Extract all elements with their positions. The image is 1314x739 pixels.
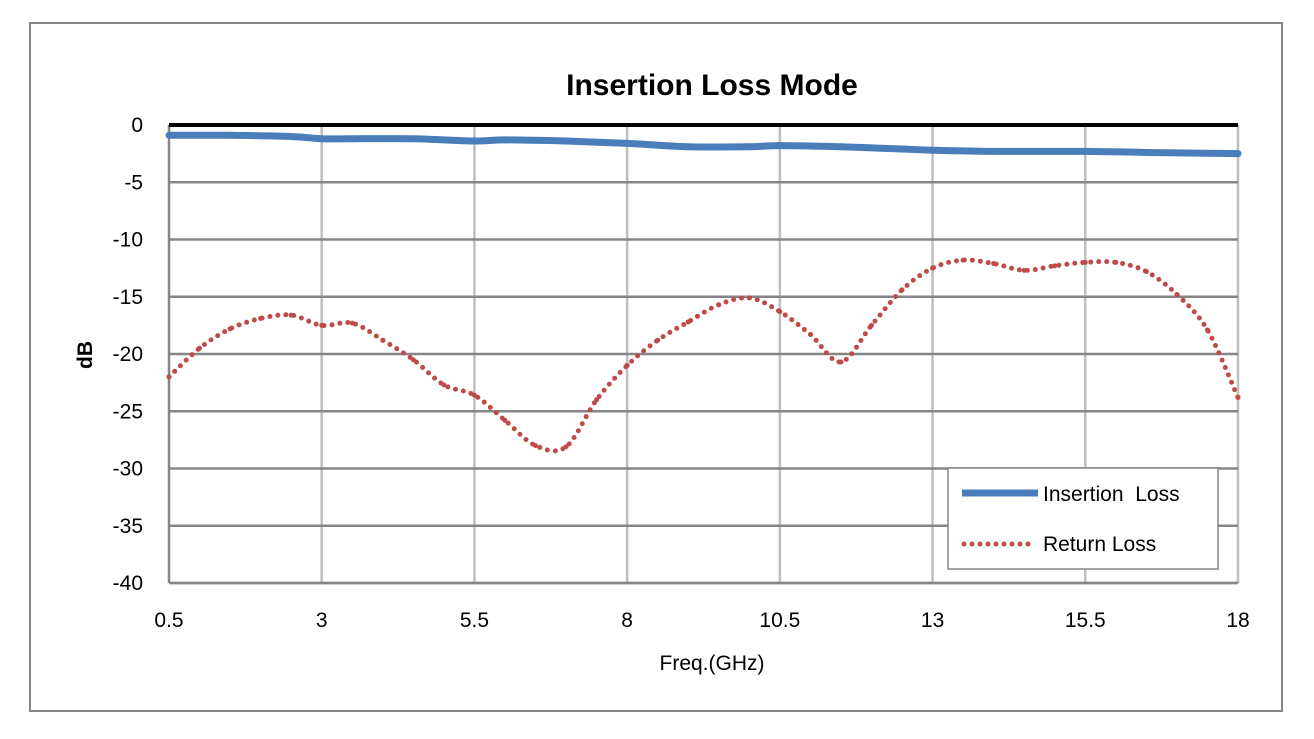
data-point <box>1174 291 1180 297</box>
data-point <box>807 332 813 338</box>
data-point <box>165 131 173 139</box>
x-tick-label: 18 <box>1226 609 1249 632</box>
data-point <box>1143 269 1149 275</box>
data-point <box>623 139 631 147</box>
data-point <box>655 337 661 343</box>
series-line <box>168 131 1239 158</box>
data-point <box>258 316 264 322</box>
data-point <box>563 444 569 450</box>
legend-label-insertion-loss: Insertion Loss <box>1043 483 1180 506</box>
data-point <box>227 326 233 332</box>
y-tick-label: -30 <box>113 458 143 481</box>
data-point <box>1081 147 1089 155</box>
data-point <box>470 137 478 145</box>
data-point <box>930 265 936 271</box>
data-point <box>624 362 630 368</box>
y-tick-label: -10 <box>113 229 143 252</box>
x-tick-label: 0.5 <box>154 609 183 632</box>
data-point <box>1113 259 1119 265</box>
data-point <box>898 145 906 153</box>
data-point <box>1235 395 1241 401</box>
data-point <box>287 132 295 140</box>
data-point <box>380 337 386 343</box>
x-axis-label: Freq.(GHz) <box>660 652 765 675</box>
data-point <box>685 319 691 325</box>
series-return-loss <box>166 257 1241 454</box>
data-point <box>960 257 966 263</box>
data-point <box>501 136 509 144</box>
data-point <box>1234 150 1242 158</box>
data-point <box>562 137 570 145</box>
y-tick-label: -35 <box>113 515 143 538</box>
x-tick-label: 15.5 <box>1065 609 1106 632</box>
data-point <box>502 417 508 423</box>
x-tick-label: 5.5 <box>460 609 489 632</box>
data-point <box>349 320 355 326</box>
data-point <box>746 295 752 301</box>
legend-box <box>947 467 1219 570</box>
data-point <box>990 147 998 155</box>
chart-frame <box>29 22 1283 712</box>
data-point <box>471 392 477 398</box>
data-point <box>441 382 447 388</box>
data-point <box>1204 327 1210 333</box>
data-point <box>197 345 203 351</box>
y-tick-label: -15 <box>113 286 143 309</box>
legend: Insertion Loss Return Loss <box>947 467 1219 570</box>
series-insertion-loss <box>165 131 1242 158</box>
legend-label-return-loss: Return Loss <box>1043 533 1156 556</box>
data-point <box>1021 267 1027 273</box>
data-point <box>1082 259 1088 265</box>
data-point <box>868 322 874 328</box>
data-point <box>716 302 722 308</box>
data-point <box>1142 148 1150 156</box>
data-point <box>899 287 905 293</box>
data-point <box>745 143 753 151</box>
data-point <box>991 261 997 267</box>
data-point <box>837 143 845 151</box>
y-tick-label: -5 <box>124 171 143 194</box>
series-line <box>166 257 1241 454</box>
y-tick-label: -25 <box>113 400 143 423</box>
data-point <box>684 143 692 151</box>
data-point <box>226 131 234 139</box>
x-tick-label: 3 <box>316 609 328 632</box>
data-point <box>533 443 539 449</box>
data-point <box>319 322 325 328</box>
x-tick-label: 8 <box>621 609 633 632</box>
y-axis-label: dB <box>74 341 97 369</box>
data-point <box>348 135 356 143</box>
data-point <box>838 359 844 365</box>
data-point <box>776 142 784 150</box>
data-point <box>318 135 326 143</box>
data-point <box>409 135 417 143</box>
x-tick-label: 10.5 <box>759 609 800 632</box>
x-tick-label: 13 <box>921 609 944 632</box>
data-point <box>777 309 783 315</box>
data-point <box>929 146 937 154</box>
data-point <box>410 357 416 363</box>
data-point <box>288 312 294 318</box>
data-point <box>594 397 600 403</box>
y-tick-label: -40 <box>113 572 143 595</box>
y-tick-label: -20 <box>113 343 143 366</box>
data-point <box>1052 263 1058 269</box>
data-point <box>166 374 172 380</box>
y-tick-label: 0 <box>131 114 143 137</box>
chart-title: Insertion Loss Mode <box>566 69 858 102</box>
